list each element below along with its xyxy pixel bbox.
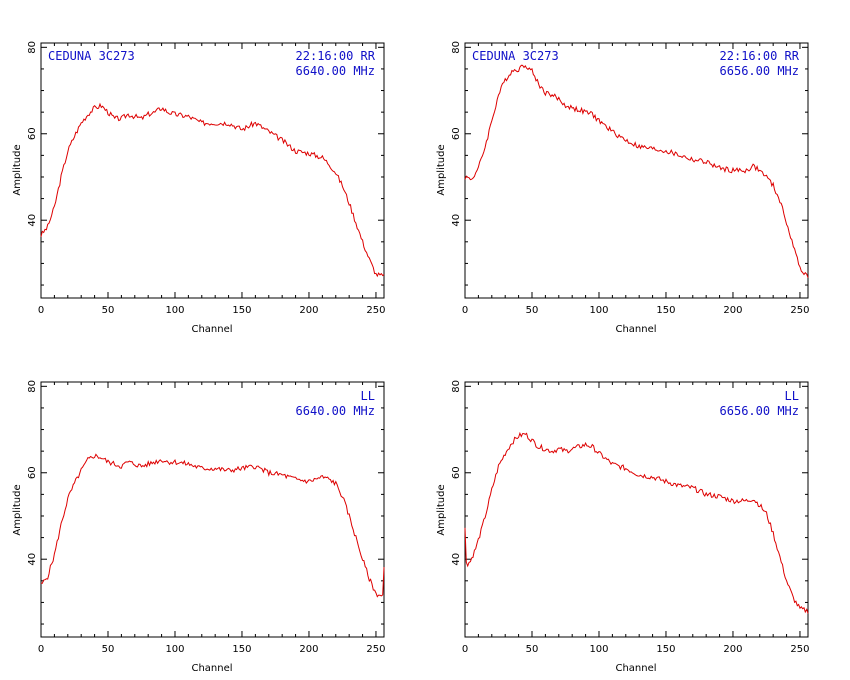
station-label: CEDUNA 3C273 [48,49,135,63]
frequency-label: 6640.00 MHz [296,404,375,418]
y-tick-label: 60 [27,127,38,140]
time-pol-label: LL [785,389,799,403]
x-axis-label: Channel [615,663,656,674]
plot-frame [464,42,809,299]
frequency-label: 6640.00 MHz [296,64,375,78]
plot-frame [40,381,385,638]
amplitude-line [40,102,385,278]
x-tick-label: 150 [656,644,675,655]
time-pol-label: LL [361,389,375,403]
x-tick-label: 250 [366,644,385,655]
panel-ll-6640: 0 50 100 150 200 250 40 60 80 LL 6640.00 MHz Cha… [12,380,386,674]
x-axis-label: Channel [191,663,232,674]
y-tick-label: 40 [27,214,38,227]
x-tick-label: 50 [102,305,115,316]
x-tick-label: 50 [526,305,539,316]
y-tick-label: 60 [451,466,462,479]
panel-rr-6656: 0 50 100 150 200 250 40 60 80 CEDUNA 3C273 22:16… [436,41,810,335]
y-tick-label: 60 [451,127,462,140]
y-tick-label: 80 [27,380,38,393]
x-tick-label: 150 [232,644,251,655]
x-tick-label: 0 [38,305,44,316]
y-tick-label: 60 [27,466,38,479]
x-tick-label: 100 [589,305,608,316]
plot-frame [40,42,385,299]
panel-rr-6640: 0 50 100 150 200 250 40 60 80 CEDUNA 3C273 22:16… [12,41,386,335]
x-tick-label: 250 [366,305,385,316]
axis-ticks: 0 50 100 150 200 250 40 60 80 [27,380,386,655]
y-tick-label: 80 [451,380,462,393]
x-tick-label: 0 [38,644,44,655]
x-tick-label: 50 [102,644,115,655]
plot-frame [464,381,809,638]
y-axis-label: Amplitude [12,484,23,535]
x-tick-label: 250 [790,305,809,316]
time-pol-label: 22:16:00 RR [296,49,376,63]
y-tick-label: 40 [27,553,38,566]
x-tick-label: 250 [790,644,809,655]
x-tick-label: 100 [589,644,608,655]
x-tick-label: 200 [299,644,318,655]
x-tick-label: 200 [723,644,742,655]
axis-ticks: 0 50 100 150 200 250 40 60 80 [451,41,810,316]
x-tick-label: 0 [462,305,468,316]
x-tick-label: 50 [526,644,539,655]
x-tick-label: 150 [656,305,675,316]
y-tick-label: 80 [27,41,38,54]
time-pol-label: 22:16:00 RR [720,49,800,63]
amplitude-line [464,64,809,278]
x-tick-label: 200 [723,305,742,316]
y-tick-label: 80 [451,41,462,54]
axis-ticks: 0 50 100 150 200 250 40 60 80 [451,380,810,655]
y-tick-label: 40 [451,553,462,566]
frequency-label: 6656.00 MHz [720,64,799,78]
x-axis-label: Channel [615,324,656,335]
x-tick-label: 100 [165,305,184,316]
y-axis-label: Amplitude [12,144,23,195]
x-tick-label: 100 [165,644,184,655]
amplitude-line [464,431,809,614]
amplitude-line [40,453,385,598]
frequency-label: 6656.00 MHz [720,404,799,418]
station-label: CEDUNA 3C273 [472,49,559,63]
y-axis-label: Amplitude [436,484,447,535]
x-tick-label: 150 [232,305,251,316]
axis-ticks: 0 50 100 150 200 250 40 60 80 [27,41,386,316]
panel-ll-6656: 0 50 100 150 200 250 40 60 80 LL 6656.00 MHz Cha… [436,380,810,674]
x-axis-label: Channel [191,324,232,335]
x-tick-label: 0 [462,644,468,655]
x-tick-label: 200 [299,305,318,316]
y-tick-label: 40 [451,214,462,227]
y-axis-label: Amplitude [436,144,447,195]
